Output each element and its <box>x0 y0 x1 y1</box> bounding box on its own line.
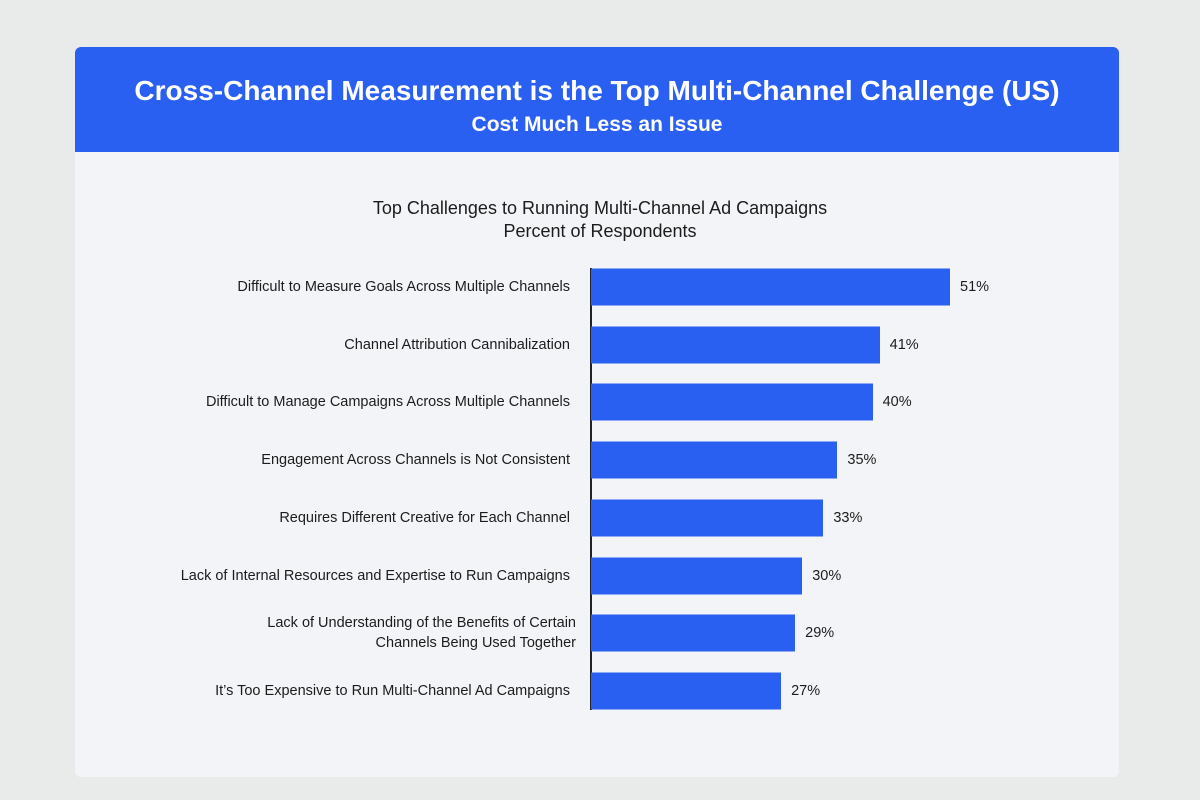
value-label: 27% <box>791 682 821 699</box>
category-label: Difficult to Manage Campaigns Across Mul… <box>205 394 570 411</box>
value-label: 40% <box>882 394 912 411</box>
category-label: Lack of Internal Resources and Expertise… <box>180 567 570 584</box>
bar <box>591 383 873 421</box>
bar <box>591 614 796 652</box>
bar <box>591 557 803 594</box>
bar <box>591 326 880 364</box>
category-label: Difficult to Measure Goals Across Multip… <box>237 279 570 295</box>
value-label: 41% <box>889 336 919 353</box>
bar <box>591 499 824 537</box>
header-subtitle: Cost Much Less an Issue <box>471 113 723 136</box>
card: Cross-Channel Measurement is the Top Mul… <box>75 47 1119 777</box>
category-label: Channel Attribution Cannibalization <box>344 336 570 353</box>
bar <box>591 268 951 306</box>
bar <box>591 441 838 479</box>
category-label: Lack of Understanding of the Benefits of… <box>267 615 576 652</box>
value-label: 30% <box>812 567 842 584</box>
value-label: 51% <box>960 279 990 295</box>
category-label: It’s Too Expensive to Run Multi-Channel … <box>215 682 570 699</box>
bar <box>591 672 782 710</box>
chart-title: Top Challenges to Running Multi-Channel … <box>372 198 828 218</box>
chart-subtitle: Percent of Respondents <box>503 221 697 241</box>
value-label: 29% <box>805 625 835 642</box>
header: Cross-Channel Measurement is the Top Mul… <box>75 47 1119 152</box>
value-label: 33% <box>833 509 863 526</box>
value-label: 35% <box>847 452 877 469</box>
header-title: Cross-Channel Measurement is the Top Mul… <box>134 75 1060 106</box>
category-label: Engagement Across Channels is Not Consis… <box>261 452 570 469</box>
category-label: Requires Different Creative for Each Cha… <box>279 509 570 526</box>
axis-line <box>590 268 592 710</box>
